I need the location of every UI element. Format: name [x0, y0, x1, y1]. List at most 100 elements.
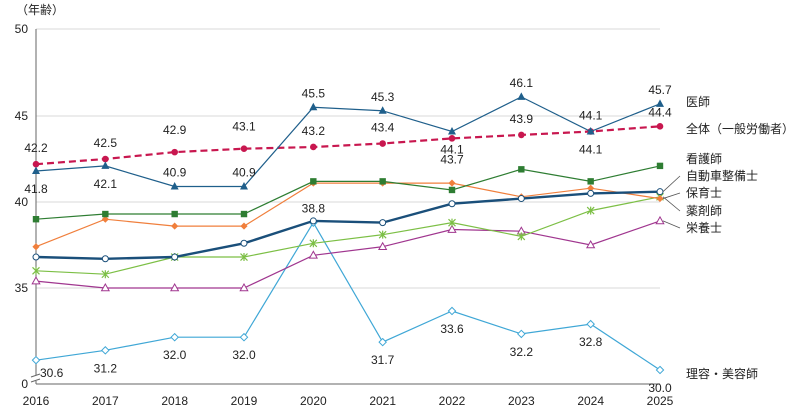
x-tick-label: 2017 — [92, 394, 119, 408]
series-layer — [31, 92, 665, 375]
data-label: 40.9 — [232, 166, 256, 180]
point-marker — [517, 92, 526, 100]
point-marker — [102, 210, 109, 218]
point-marker — [309, 239, 318, 248]
data-label: 42.5 — [94, 136, 118, 150]
point-marker — [587, 184, 595, 192]
labels-layer: 41.8 42.1 40.9 40.9 45.5 45.3 44.1 46.1 44.1 45.7… — [24, 76, 672, 395]
axis-break-mark — [30, 373, 41, 378]
point-marker — [379, 219, 387, 227]
point-marker — [32, 216, 40, 223]
point-marker — [101, 270, 110, 279]
chart-grid — [36, 28, 660, 289]
point-marker — [31, 276, 41, 285]
x-tick-label: 2016 — [23, 394, 50, 408]
leader-line — [662, 175, 681, 192]
point-marker — [100, 282, 110, 292]
chart-axes: 0 35 40 45 50 2016 2017 2018 2019 2020 2021 2022 202… — [15, 22, 674, 408]
data-label: 32.0 — [232, 348, 256, 362]
series-name-label: 栄養士 — [686, 220, 722, 235]
point-marker — [656, 188, 664, 196]
point-marker — [517, 232, 526, 241]
point-marker — [171, 210, 178, 218]
point-marker — [378, 230, 387, 239]
point-marker — [309, 217, 317, 225]
point-marker — [240, 239, 248, 247]
point-marker — [656, 99, 664, 107]
point-marker — [240, 253, 248, 262]
series-0 — [32, 92, 664, 190]
point-marker — [32, 266, 40, 275]
point-marker — [31, 355, 41, 365]
data-label: 32.0 — [163, 348, 187, 362]
series-line — [35, 182, 661, 248]
y-tick-label: 40 — [15, 195, 29, 209]
x-tick-label: 2025 — [647, 394, 674, 408]
y-tick-label: 0 — [21, 377, 28, 391]
point-marker — [171, 253, 179, 261]
data-label: 44.1 — [579, 142, 603, 156]
series-name-label: 保育士 — [686, 185, 722, 200]
point-marker — [586, 319, 595, 329]
point-marker — [240, 182, 248, 190]
point-marker — [101, 255, 109, 263]
point-marker — [518, 131, 525, 139]
data-label: 43.7 — [440, 152, 464, 166]
series-7 — [31, 218, 665, 375]
point-marker — [586, 239, 596, 249]
point-marker — [447, 224, 457, 233]
series-name-label: 看護師 — [686, 151, 722, 166]
point-marker — [517, 329, 526, 339]
data-label: 30.6 — [40, 366, 64, 380]
point-marker — [517, 195, 525, 203]
point-marker — [379, 140, 386, 147]
point-marker — [586, 126, 595, 135]
series-2 — [32, 162, 664, 223]
y-tick-label: 45 — [15, 109, 29, 123]
point-marker — [655, 365, 665, 375]
series-line — [35, 220, 661, 289]
leader-line — [662, 220, 681, 229]
series-name-label: 自動車整備士 — [686, 168, 758, 183]
data-label: 40.9 — [163, 166, 187, 180]
data-label: 33.6 — [440, 322, 464, 336]
point-marker — [102, 155, 109, 163]
y-tick-label: 35 — [15, 281, 29, 295]
point-marker — [170, 332, 179, 342]
point-marker — [240, 222, 248, 230]
data-label: 46.1 — [510, 76, 534, 90]
series-1 — [32, 123, 664, 168]
x-tick-label: 2023 — [508, 394, 535, 408]
data-label: 43.2 — [302, 124, 326, 138]
data-label: 42.9 — [163, 123, 187, 137]
data-label: 43.4 — [371, 121, 395, 135]
point-marker — [240, 210, 248, 218]
data-label: 42.1 — [94, 177, 118, 191]
point-marker — [587, 178, 594, 185]
point-marker — [586, 206, 595, 215]
leader-line — [662, 192, 681, 199]
series-line — [35, 196, 661, 275]
x-tick-label: 2022 — [439, 394, 466, 408]
point-marker — [101, 161, 110, 169]
data-label: 41.8 — [24, 182, 48, 196]
data-label: 31.7 — [371, 353, 395, 367]
series-line — [35, 221, 661, 371]
x-tick-label: 2019 — [231, 394, 258, 408]
data-label: 44.1 — [440, 142, 464, 156]
series-line — [35, 125, 661, 166]
point-marker — [32, 166, 40, 175]
series-4 — [32, 179, 664, 251]
point-marker — [655, 215, 665, 225]
point-marker — [656, 162, 664, 170]
point-marker — [32, 160, 40, 168]
data-label: 38.8 — [302, 202, 326, 216]
point-marker — [239, 332, 249, 342]
point-marker — [448, 135, 456, 142]
point-marker — [101, 215, 109, 223]
data-label: 43.9 — [510, 112, 534, 126]
axis-break-mask — [32, 375, 40, 381]
data-label: 45.3 — [371, 90, 395, 104]
data-label: 44.4 — [648, 105, 672, 119]
